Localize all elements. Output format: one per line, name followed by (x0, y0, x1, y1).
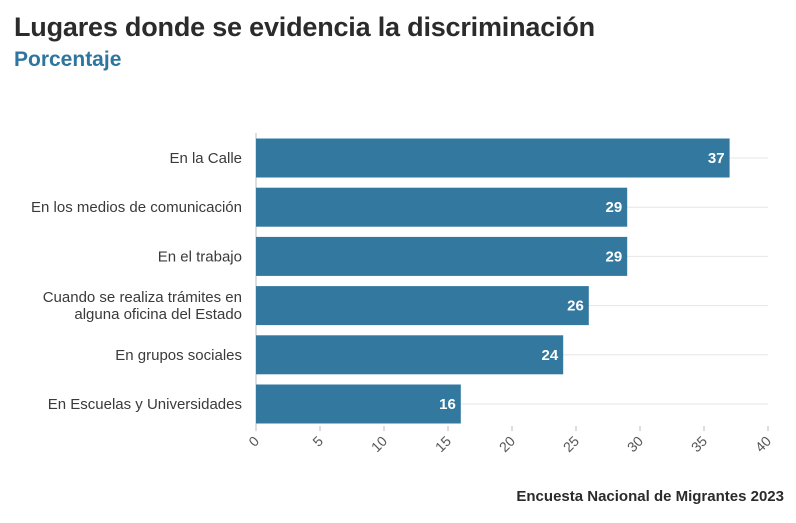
bar-value-label: 24 (542, 347, 559, 364)
bar-value-label: 29 (606, 248, 623, 265)
bar-value-label: 16 (439, 396, 456, 413)
bar-value-label: 26 (567, 298, 584, 315)
x-tick-label: 10 (368, 433, 390, 455)
category-label: En los medios de comunicación (31, 199, 242, 216)
chart-subtitle: Porcentaje (14, 48, 122, 71)
x-tick-label: 35 (688, 433, 710, 455)
x-tick-label: 25 (560, 433, 582, 455)
bar (256, 187, 628, 227)
bar (256, 384, 461, 424)
x-tick-label: 0 (245, 433, 262, 450)
bar-value-label: 37 (708, 150, 725, 167)
x-tick-label: 20 (496, 433, 518, 455)
chart-title: Lugares donde se evidencia la discrimina… (14, 12, 595, 42)
x-tick-label: 15 (432, 433, 454, 455)
category-label: Cuando se realiza trámites en (43, 289, 242, 306)
category-label: En grupos sociales (115, 347, 242, 364)
x-tick-label: 40 (752, 433, 774, 455)
category-label: alguna oficina del Estado (74, 306, 242, 323)
bar-value-label: 29 (606, 199, 623, 216)
x-tick-label: 5 (309, 433, 326, 450)
bar (256, 335, 564, 375)
bar (256, 138, 730, 178)
source-note: Encuesta Nacional de Migrantes 2023 (516, 488, 784, 505)
bar (256, 236, 628, 276)
bar (256, 286, 589, 326)
x-tick-label: 30 (624, 433, 646, 455)
category-label: En el trabajo (158, 248, 242, 265)
category-label: En Escuelas y Universidades (48, 396, 242, 413)
category-label: En la Calle (169, 150, 242, 167)
